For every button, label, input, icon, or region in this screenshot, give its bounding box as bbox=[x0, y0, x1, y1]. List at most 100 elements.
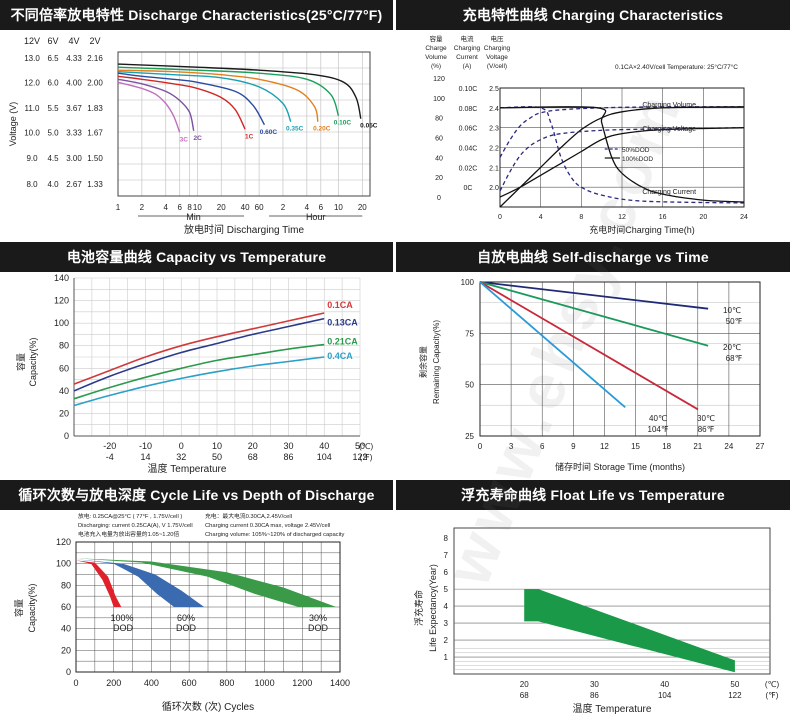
note-text: Charging volume: 105%~120% of discharged… bbox=[205, 532, 344, 538]
y-tick: 120 bbox=[54, 296, 69, 306]
y-tick: 140 bbox=[54, 273, 69, 283]
col-header-zh: 容量 bbox=[430, 34, 444, 43]
volt-tick: 12.0 bbox=[24, 78, 40, 87]
col-header-en: Voltage bbox=[486, 54, 508, 61]
y-tick: 100 bbox=[54, 318, 69, 328]
series-label: 100% bbox=[110, 613, 133, 623]
current-tick: 0C bbox=[464, 185, 473, 192]
x-tick-c: 30 bbox=[283, 441, 293, 451]
panel-cycle: 循环次数与放电深度 Cycle Life vs Depth of Dischar… bbox=[0, 480, 393, 720]
volt-tick: 6.0 bbox=[47, 78, 59, 87]
x-tick: 2 bbox=[140, 203, 145, 212]
series-band bbox=[76, 560, 122, 607]
series-label: 30℃ bbox=[697, 414, 715, 423]
panel-title: 循环次数与放电深度 Cycle Life vs Depth of Dischar… bbox=[0, 480, 393, 510]
x-tick: 0 bbox=[478, 442, 483, 451]
x-tick: 4 bbox=[164, 203, 169, 212]
series-label: 0.4CA bbox=[327, 351, 353, 361]
y-tick: 80 bbox=[59, 341, 69, 351]
panel-title: 自放电曲线 Self-discharge vs Time bbox=[396, 242, 790, 272]
y-tick: 1 bbox=[444, 653, 449, 662]
selfdischarge-chart: 25 50 75 100 0 3 6 9 12 15 18 21 24 27 储存时间 Storage Ti… bbox=[418, 278, 765, 472]
series-label-voltage: Charging Voltage bbox=[642, 126, 696, 133]
series-label: 3C bbox=[180, 136, 189, 143]
series-label: 10℃ bbox=[723, 306, 741, 315]
volt-tick: 4.5 bbox=[47, 154, 59, 163]
y-tick: 3 bbox=[444, 619, 449, 628]
series-label: 86℉ bbox=[698, 425, 715, 434]
legend-label: 100%DOD bbox=[622, 156, 653, 163]
volt-header: 2V bbox=[89, 36, 100, 46]
x-axis-label: 放电时间 Discharging Time bbox=[184, 223, 304, 236]
plot-frame bbox=[117, 51, 371, 197]
discharge-chart: 12V 6V 4V 2V 13.0 6.5 4.33 2.16 12.0 6.0 4.00 2.00 1… bbox=[8, 36, 378, 236]
series-line bbox=[499, 106, 745, 203]
x-tick: 10 bbox=[193, 203, 202, 212]
volume-tick: 40 bbox=[435, 155, 443, 162]
voltage-tick: 2.1 bbox=[489, 165, 499, 172]
y-tick: 6 bbox=[444, 568, 449, 577]
panel-title: 浮充寿命曲线 Float Life vs Temperature bbox=[396, 480, 790, 510]
x-tick: 18 bbox=[662, 442, 671, 451]
y-tick: 20 bbox=[61, 645, 71, 655]
series-line bbox=[117, 72, 266, 126]
x-tick: 4 bbox=[305, 203, 310, 212]
x-tick-f: 14 bbox=[140, 452, 150, 462]
cycle-chart: 放电: 0.25CA@25°C ( 77°F , 1.75V/cell ) Dis… bbox=[13, 512, 350, 713]
x-tick-c: 50 bbox=[355, 441, 365, 451]
x-tick-c: 20 bbox=[520, 680, 529, 689]
series-line bbox=[499, 127, 745, 198]
volt-tick: 4.0 bbox=[47, 180, 59, 189]
current-tick: 0.10C bbox=[459, 86, 478, 93]
note-text: 充电：最大电流0.30CA,2.45V/cell bbox=[205, 512, 292, 520]
unit-c: (℃) bbox=[359, 442, 374, 451]
series-line bbox=[479, 281, 699, 411]
y-axis-label-zh: 容量 bbox=[13, 599, 24, 617]
col-header-en: (A) bbox=[463, 63, 472, 70]
y-tick: 50 bbox=[465, 381, 474, 390]
x-tick-f: -4 bbox=[106, 452, 114, 462]
x-tick-f: 50 bbox=[212, 452, 222, 462]
col-header-en: Current bbox=[456, 54, 478, 61]
volt-tick: 4.00 bbox=[66, 78, 82, 87]
series-band bbox=[76, 558, 337, 607]
series-label: 1C bbox=[245, 133, 254, 140]
series-line bbox=[117, 71, 292, 122]
x-tick: 60 bbox=[255, 203, 264, 212]
x-tick: 600 bbox=[182, 678, 197, 688]
col-header-en: (%) bbox=[431, 63, 441, 70]
y-tick: 40 bbox=[59, 386, 69, 396]
voltage-tick: 2.5 bbox=[489, 86, 499, 93]
volt-header: 12V bbox=[24, 36, 40, 46]
series-label: 0.13CA bbox=[327, 318, 358, 328]
x-tick-c: 50 bbox=[730, 680, 739, 689]
unit-f: (℉) bbox=[766, 691, 779, 700]
x-tick-f: 86 bbox=[283, 452, 293, 462]
series-label: 60% bbox=[177, 613, 195, 623]
hour-label: Hour bbox=[306, 212, 326, 222]
panel-selfdischarge: 自放电曲线 Self-discharge vs Time 25 50 75 100 0 3… bbox=[396, 242, 790, 478]
x-tick-c: 20 bbox=[248, 441, 258, 451]
volt-tick: 11.0 bbox=[25, 104, 41, 113]
x-tick-c: 40 bbox=[660, 680, 669, 689]
plot-frame bbox=[479, 281, 761, 437]
x-tick: 40 bbox=[241, 203, 250, 212]
x-tick: 2 bbox=[281, 203, 286, 212]
col-header-en: (V/cell) bbox=[487, 63, 507, 70]
series-label: 0.1CA bbox=[327, 300, 353, 310]
x-tick: 21 bbox=[693, 442, 702, 451]
current-tick: 0.08C bbox=[459, 106, 478, 113]
x-tick: 1400 bbox=[330, 678, 350, 688]
series-line bbox=[73, 356, 325, 407]
series-label: 0.10C bbox=[334, 120, 352, 127]
note-text: Charging current 0.30CA max, voltage 2.4… bbox=[205, 523, 330, 529]
x-tick: 24 bbox=[740, 214, 748, 221]
y-axis-label-en: Capacity(%) bbox=[28, 337, 38, 386]
series-label: 40℃ bbox=[649, 414, 667, 423]
volume-tick: 60 bbox=[435, 136, 443, 143]
panel-discharge: 不同倍率放电特性 Discharge Characteristics(25°C/… bbox=[0, 0, 393, 240]
volume-tick: 20 bbox=[435, 175, 443, 182]
col-header-zh: 电压 bbox=[491, 34, 505, 43]
volt-tick: 8.0 bbox=[26, 180, 38, 189]
x-tick: 6 bbox=[178, 203, 183, 212]
